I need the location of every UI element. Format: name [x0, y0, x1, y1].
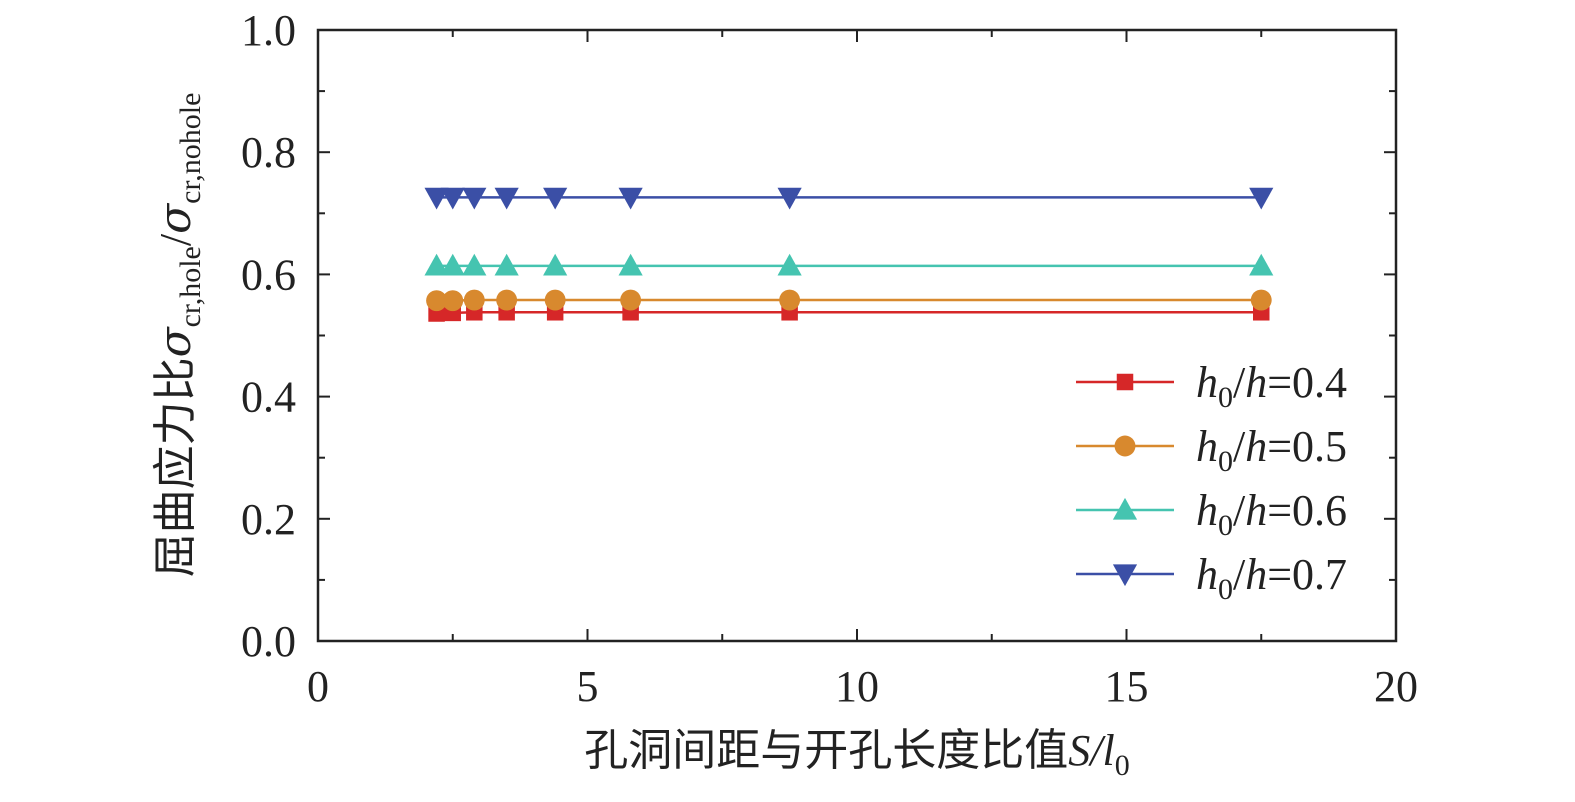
legend-label-sub: 0: [1218, 509, 1233, 542]
series-layer: [424, 187, 1274, 322]
series-point: [426, 290, 448, 312]
series-point: [543, 253, 568, 276]
legend-item: h0/h=0.4: [1076, 358, 1347, 414]
y-axis-title-slash: /: [151, 233, 200, 246]
x-tick-label: 20: [1374, 662, 1418, 711]
legend-label-rest: /: [1233, 422, 1246, 471]
series-point: [1114, 435, 1136, 457]
legend-label-var: h: [1196, 422, 1218, 471]
legend-label-sub: 0: [1218, 573, 1233, 606]
series-point: [1249, 187, 1274, 210]
x-axis-title-var: S/l: [1068, 726, 1114, 775]
legend-label-value: =0.6: [1267, 486, 1347, 535]
series-point: [777, 187, 802, 210]
y-tick-label: 0.2: [241, 495, 296, 544]
y-tick-label: 0.8: [241, 128, 296, 177]
series-point: [1249, 253, 1274, 276]
y-axis-title-num: σ: [150, 325, 201, 357]
series-point: [618, 253, 643, 276]
y-tick-label: 0.6: [241, 250, 296, 299]
legend-label: h0/h=0.5: [1196, 422, 1347, 478]
legend-item: h0/h=0.7: [1076, 550, 1347, 606]
series-point: [777, 253, 802, 276]
axis-ticks: 0 5 10 15 20 0.0 0.2 0.4 0.6 0.8 1.0: [241, 6, 1418, 711]
legend-label-var2: h: [1245, 486, 1267, 535]
series-point: [779, 289, 801, 311]
series: [426, 289, 1272, 312]
y-tick-label: 0.0: [241, 617, 296, 666]
legend-label-value: =0.5: [1267, 422, 1347, 471]
series-point: [442, 290, 464, 312]
legend-label-value: =0.4: [1267, 358, 1347, 407]
y-tick-label: 1.0: [241, 6, 296, 55]
x-tick-label: 0: [307, 662, 329, 711]
series-point: [440, 253, 465, 276]
series: [424, 187, 1274, 210]
series-point: [496, 289, 518, 311]
legend: h0/h=0.4h0/h=0.5h0/h=0.6h0/h=0.7: [1076, 358, 1347, 606]
series-point: [618, 187, 643, 210]
legend-label-var: h: [1196, 550, 1218, 599]
series-point: [424, 253, 449, 276]
series-point: [1112, 564, 1138, 587]
legend-label: h0/h=0.7: [1196, 550, 1347, 606]
y-axis-title-num-sub: cr,hole: [174, 246, 207, 327]
series-point: [440, 187, 465, 210]
legend-label-rest: /: [1233, 550, 1246, 599]
series-point: [463, 289, 485, 311]
y-axis-title-den-sub: cr,nohole: [174, 93, 207, 204]
series-point: [462, 187, 487, 210]
series: [424, 253, 1274, 276]
legend-label-sub: 0: [1218, 445, 1233, 478]
legend-label-sub: 0: [1218, 381, 1233, 414]
legend-item: h0/h=0.5: [1076, 422, 1347, 478]
series-point: [544, 289, 566, 311]
series-point: [1116, 373, 1134, 391]
series-point: [1112, 497, 1138, 520]
legend-label: h0/h=0.6: [1196, 486, 1347, 542]
x-axis-title-text: 孔洞间距与开孔长度比值: [584, 725, 1068, 776]
series-point: [1250, 289, 1272, 311]
legend-label-value: =0.7: [1267, 550, 1347, 599]
legend-label-rest: /: [1233, 358, 1246, 407]
y-tick-label: 0.4: [241, 373, 296, 422]
y-axis-title: 屈曲应力比σcr,hole/σcr,nohole: [150, 93, 207, 578]
series-point: [620, 289, 642, 311]
x-tick-label: 10: [835, 662, 879, 711]
y-axis-title-text: 屈曲应力比: [150, 357, 201, 577]
legend-label-var2: h: [1245, 550, 1267, 599]
x-tick-label: 5: [577, 662, 599, 711]
series-point: [543, 187, 568, 210]
y-axis-title-den: σ: [150, 202, 201, 234]
legend-label-var: h: [1196, 486, 1218, 535]
x-tick-label: 15: [1105, 662, 1149, 711]
legend-label-rest: /: [1233, 486, 1246, 535]
legend-label-var2: h: [1245, 422, 1267, 471]
legend-label: h0/h=0.4: [1196, 358, 1347, 414]
legend-label-var: h: [1196, 358, 1218, 407]
series-point: [494, 187, 519, 210]
legend-item: h0/h=0.6: [1076, 486, 1347, 542]
series-point: [494, 253, 519, 276]
x-axis-title: 孔洞间距与开孔长度比值S/l0: [584, 725, 1129, 782]
legend-label-var2: h: [1245, 358, 1267, 407]
series-point: [424, 187, 449, 210]
x-axis-title-sub: 0: [1115, 749, 1130, 782]
series-point: [462, 253, 487, 276]
